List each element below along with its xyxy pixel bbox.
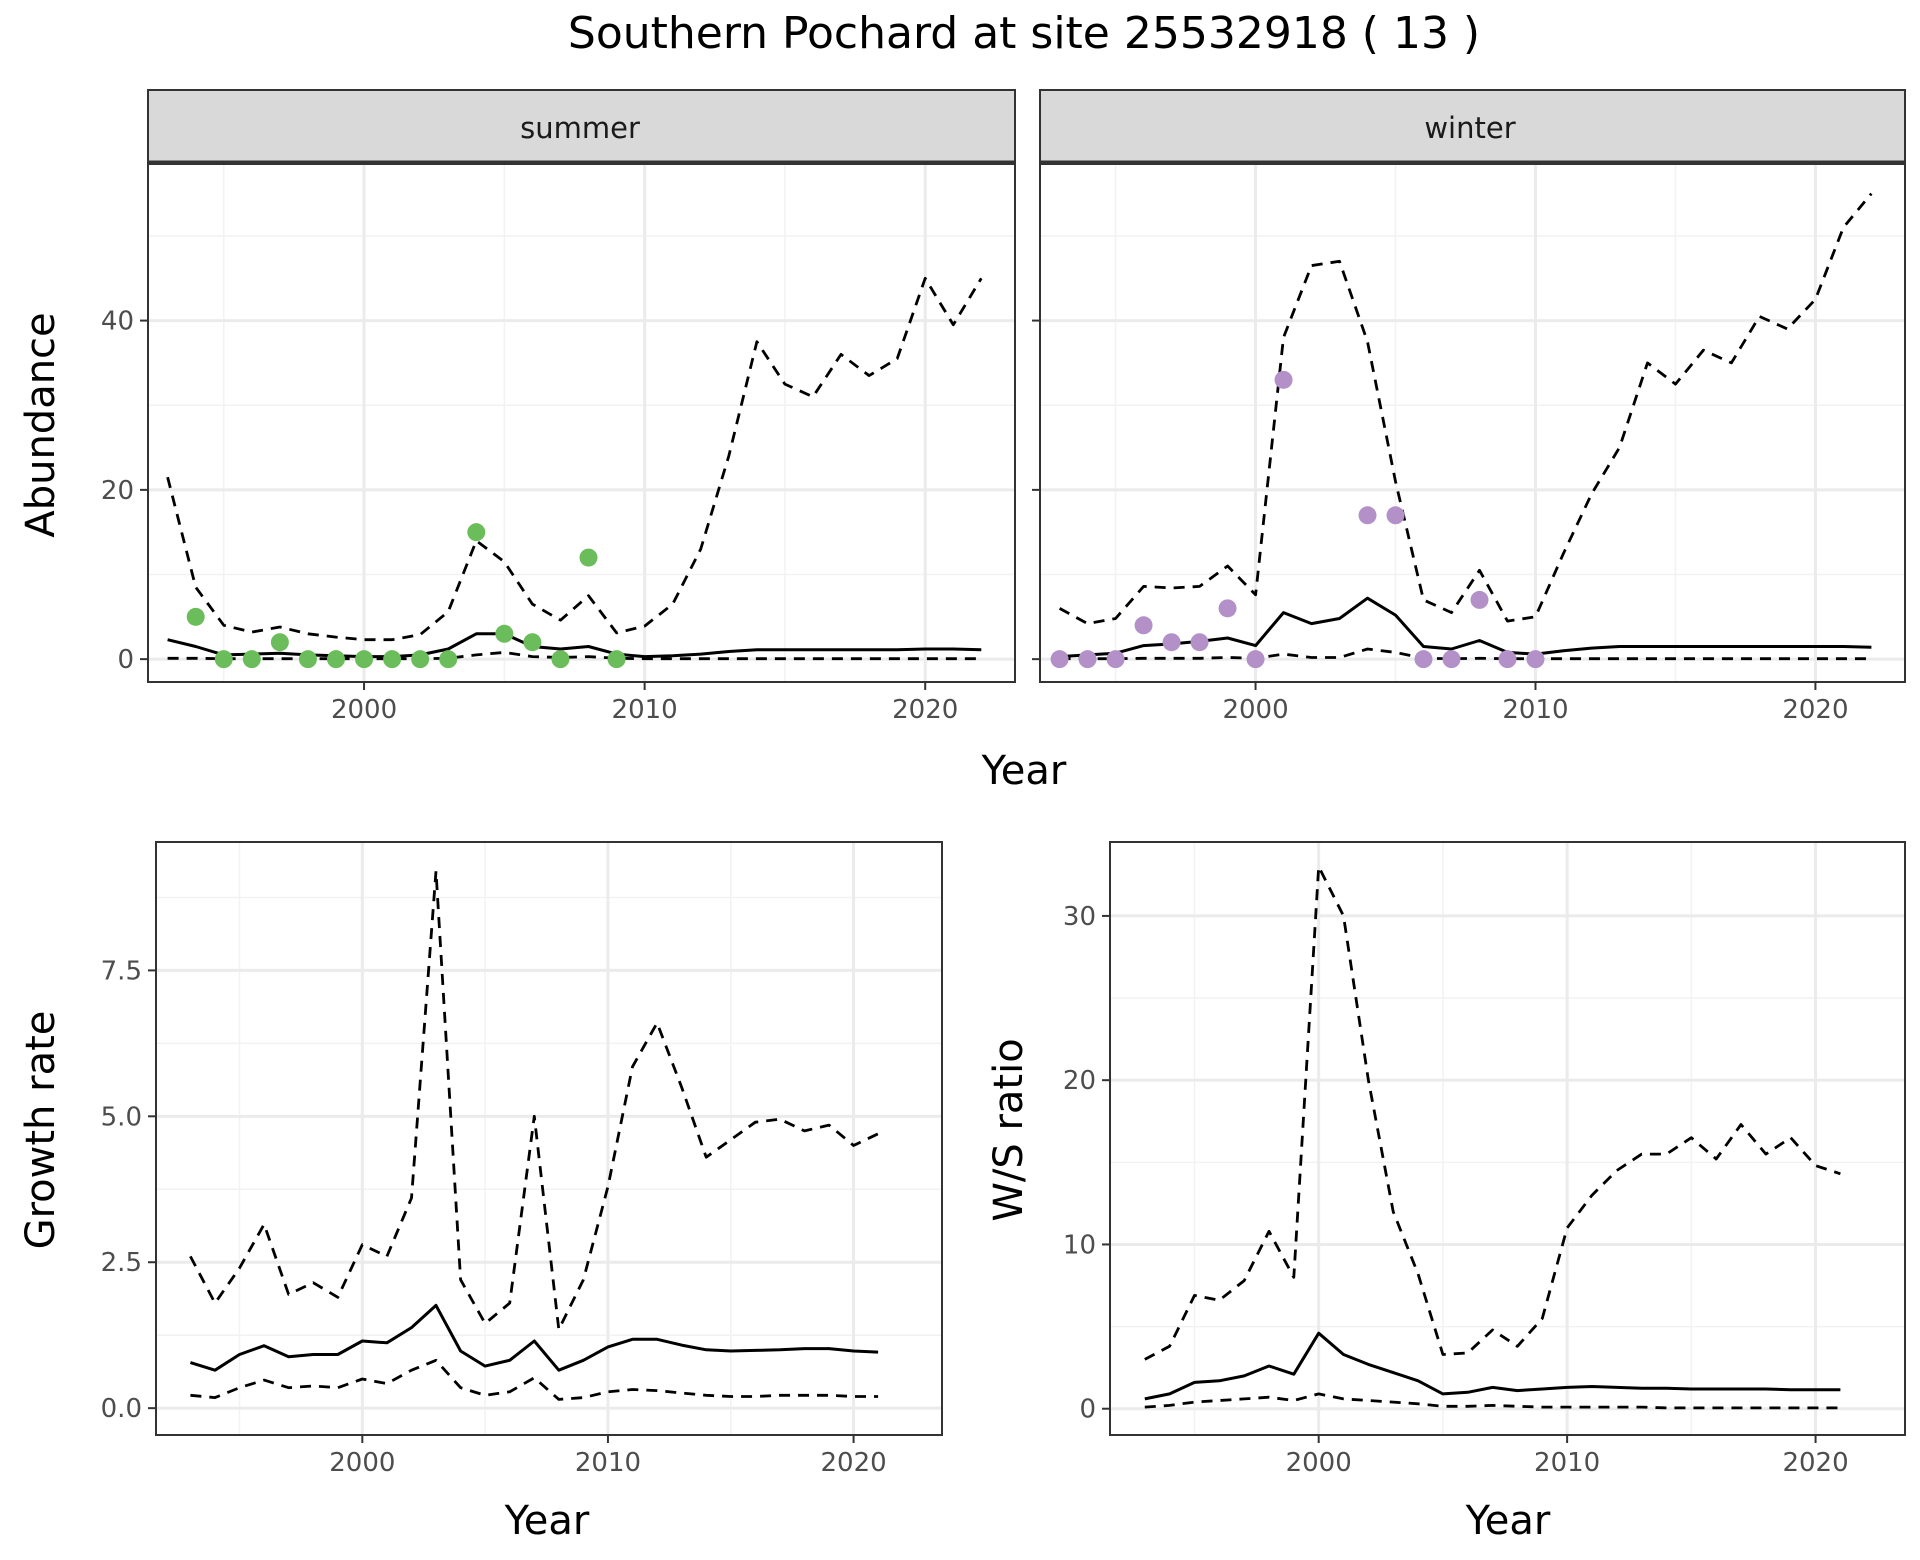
- x-tick-label: 2010: [1502, 695, 1568, 725]
- shared-labels: summer winter Year Abundance Year Growth…: [18, 111, 1551, 1544]
- series-line-estimate: [189, 1303, 879, 1372]
- x-tick-label: 2020: [820, 1448, 886, 1478]
- y-tick-label: 10: [1063, 1230, 1096, 1260]
- panel-border: [1109, 841, 1906, 1436]
- x-tick-label: 2000: [329, 1448, 395, 1478]
- data-point: [1078, 650, 1097, 669]
- data-point: [1134, 616, 1153, 635]
- data-point: [298, 650, 317, 669]
- data-point: [1218, 599, 1237, 618]
- x-tick-label: 2010: [1534, 1448, 1600, 1478]
- strip-label-winter: winter: [1424, 111, 1515, 145]
- x-axis-title-abundance: Year: [981, 748, 1067, 794]
- series-line-estimate: [1059, 596, 1872, 659]
- data-point: [1358, 506, 1377, 525]
- data-point: [1526, 650, 1545, 669]
- y-axis-title-growth: Growth rate: [18, 1011, 64, 1250]
- data-point: [1190, 633, 1209, 652]
- data-point: [467, 523, 486, 542]
- y-tick-label: 0: [1079, 1395, 1096, 1425]
- panel-border: [1039, 163, 1906, 683]
- y-tick-label: 0: [117, 645, 134, 675]
- data-point: [1498, 650, 1517, 669]
- data-point: [1050, 650, 1069, 669]
- data-point: [1106, 650, 1125, 669]
- series-line-upper: [166, 276, 983, 642]
- data-point: [607, 650, 626, 669]
- series-line-upper: [1058, 192, 1873, 625]
- panel-border: [147, 163, 1016, 683]
- growth-rate-panel: 2000 2010 2020 0.0 2.5 5.0 7.5: [101, 841, 943, 1478]
- ws-ratio-panel: 2000 2010 2020 0 10 20 30: [1063, 841, 1906, 1478]
- strip-label-summer: summer: [520, 111, 640, 145]
- data-point: [1470, 590, 1489, 609]
- x-tick-label: 2020: [1782, 1448, 1848, 1478]
- data-point: [242, 650, 261, 669]
- panel-border: [155, 841, 943, 1436]
- data-point: [1162, 633, 1181, 652]
- y-tick-label: 5.0: [101, 1102, 142, 1132]
- x-tick-label: 2000: [1222, 695, 1288, 725]
- data-point: [411, 650, 430, 669]
- data-point: [186, 607, 205, 626]
- series-line-estimate: [167, 632, 982, 659]
- data-point: [326, 650, 345, 669]
- data-point: [1386, 506, 1405, 525]
- x-axis-title-growth: Year: [504, 1498, 590, 1544]
- y-tick-label: 40: [101, 307, 134, 337]
- series-line-lower: [190, 1358, 879, 1401]
- data-point: [1274, 370, 1293, 389]
- x-tick-label: 2000: [331, 695, 397, 725]
- series-line-upper: [189, 869, 879, 1331]
- chart-title: Southern Pochard at site 25532918 ( 13 ): [568, 8, 1480, 59]
- abundance-winter-panel: 2000 2010 2020: [1032, 89, 1906, 725]
- x-tick-label: 2020: [892, 695, 958, 725]
- abundance-summer-panel: 2000 2010 2020 0 20 40: [101, 89, 1016, 725]
- data-point: [439, 650, 458, 669]
- x-tick-label: 2000: [1286, 1448, 1352, 1478]
- data-point: [270, 633, 289, 652]
- x-tick-label: 2010: [612, 695, 678, 725]
- y-tick-label: 0.0: [101, 1394, 142, 1424]
- facet-strip: [1039, 89, 1906, 163]
- y-tick-label: 30: [1063, 902, 1096, 932]
- x-axis-title-ws: Year: [1465, 1498, 1551, 1544]
- data-point: [355, 650, 374, 669]
- data-point: [495, 624, 514, 643]
- series-line-estimate: [1144, 1331, 1841, 1401]
- data-point: [383, 650, 402, 669]
- y-tick-label: 2.5: [101, 1248, 142, 1278]
- data-point: [214, 650, 233, 669]
- data-point: [551, 650, 570, 669]
- x-tick-label: 2020: [1782, 695, 1848, 725]
- series-line-lower: [1144, 1392, 1841, 1410]
- y-axis-title-ws: W/S ratio: [986, 1038, 1032, 1221]
- series-line-lower: [1059, 647, 1872, 661]
- data-point: [523, 633, 542, 652]
- data-point: [579, 548, 598, 567]
- y-tick-label: 7.5: [101, 956, 142, 986]
- y-tick-label: 20: [1063, 1066, 1096, 1096]
- data-point: [1246, 650, 1265, 669]
- y-tick-label: 20: [101, 476, 134, 506]
- series-line-upper: [1144, 865, 1841, 1361]
- x-tick-label: 2010: [575, 1448, 641, 1478]
- data-point: [1414, 650, 1433, 669]
- y-axis-title-abundance: Abundance: [18, 312, 64, 537]
- facet-strip: [147, 89, 1016, 163]
- data-point: [1442, 650, 1461, 669]
